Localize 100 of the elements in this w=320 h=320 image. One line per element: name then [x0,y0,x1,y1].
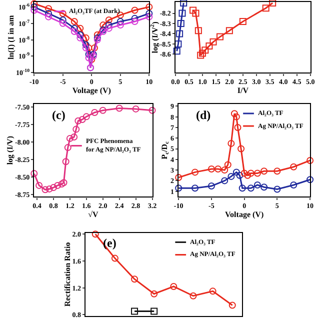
x-axis-title: Voltage (V) [72,86,112,96]
point [116,22,124,29]
point [62,158,70,166]
point [209,288,216,295]
point [239,18,246,25]
point [45,5,52,12]
point [30,170,38,178]
y-axis-title: ln(I) (I in am [6,14,16,60]
point [170,282,178,290]
point [232,113,240,120]
point [132,105,140,112]
point [234,124,242,131]
point [54,182,62,189]
point [50,184,57,192]
point [82,41,90,48]
point [45,13,52,20]
point [214,166,222,172]
point [91,44,98,52]
x-axis-title: I/V [237,86,249,96]
point [36,182,43,189]
point [197,52,204,59]
point [230,110,238,118]
point [228,140,235,147]
point [116,18,124,25]
point [146,10,153,17]
point [210,38,217,46]
point [66,134,74,142]
point [111,254,118,262]
annotation: (d) [196,108,211,122]
point [190,292,197,300]
point [198,50,206,57]
point [306,176,314,184]
point [262,4,270,12]
point [146,13,153,20]
point [42,186,49,194]
x-axis-title: Voltage (V) [225,210,264,220]
point [238,184,246,192]
point [60,179,68,186]
point [105,22,112,29]
point [274,168,281,175]
point [64,144,72,152]
point [202,46,209,54]
point [232,168,240,176]
point [180,0,188,7]
point [175,174,182,182]
point [131,308,138,315]
point [70,18,78,25]
point [290,181,298,188]
point [116,104,123,112]
point [59,16,66,24]
point [192,10,200,17]
point [260,184,268,191]
point [274,186,281,193]
point [30,6,38,14]
point [175,184,182,192]
point [148,106,156,114]
point [247,170,254,177]
point [76,24,84,32]
point [254,170,261,177]
point [131,18,138,25]
y-axis-title: Rectification Ratio [63,242,72,306]
point [176,30,184,38]
y-axis-title: log (I/V) [6,136,15,165]
point [74,117,82,124]
point [78,116,86,123]
point [58,180,66,188]
point [59,10,66,17]
point [194,27,202,34]
point [85,54,92,62]
point [150,308,158,315]
point [290,163,298,170]
annotation: (e) [103,236,116,250]
x-axis-title: √V [88,210,98,220]
point [226,27,233,34]
point [208,182,215,190]
point [30,3,38,10]
point [190,6,197,14]
point [46,185,53,192]
point [216,33,224,40]
point [76,34,84,42]
point [82,44,90,52]
point [99,106,106,114]
point [59,20,66,27]
point [131,276,138,283]
point [91,108,98,116]
point [150,290,158,298]
point [269,0,276,7]
point [221,166,228,174]
point [131,6,138,14]
point [174,40,182,48]
point [228,172,235,180]
point [178,10,186,17]
point [100,22,107,29]
point [208,166,215,172]
point [105,24,112,32]
point [254,181,261,188]
point [236,172,244,179]
point [177,20,184,27]
point [224,161,232,168]
point [221,177,228,184]
